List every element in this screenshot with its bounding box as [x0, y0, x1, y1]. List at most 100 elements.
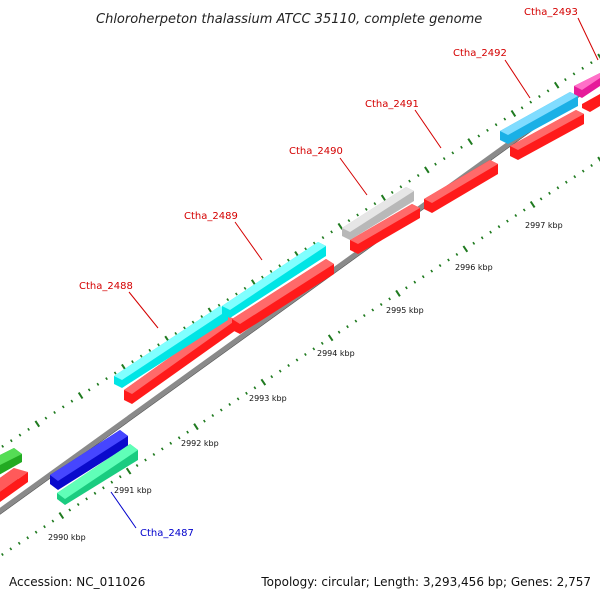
- gene-feature-ctha-2490[interactable]: [342, 187, 414, 240]
- minor-tick: [413, 280, 417, 284]
- label-leaders: [110, 17, 599, 529]
- minor-tick: [26, 536, 30, 540]
- minor-tick: [219, 408, 223, 412]
- minor-tick: [110, 480, 114, 484]
- minor-tick: [451, 151, 455, 155]
- minor-tick: [373, 202, 377, 206]
- minor-tick: [261, 275, 264, 279]
- minor-tick: [421, 275, 425, 279]
- minor-tick: [87, 388, 91, 392]
- minor-tick: [438, 264, 442, 268]
- minor-tick: [556, 186, 560, 190]
- minor-tick: [472, 241, 476, 245]
- minor-tick: [34, 530, 38, 534]
- minor-tick: [102, 486, 105, 490]
- minor-tick: [546, 89, 550, 93]
- major-tick: [327, 334, 334, 342]
- minor-tick: [105, 377, 108, 381]
- minor-tick: [211, 414, 215, 418]
- minor-tick: [191, 320, 195, 324]
- gene-label[interactable]: Ctha_2493: [524, 7, 578, 18]
- gene-feature-green[interactable]: [0, 448, 22, 480]
- gene-label[interactable]: Ctha_2492: [453, 48, 507, 59]
- minor-tick: [503, 117, 507, 121]
- minor-tick: [93, 491, 97, 495]
- minor-tick: [235, 292, 238, 296]
- major-tick: [34, 420, 41, 428]
- minor-tick: [144, 458, 147, 462]
- gene-label[interactable]: Ctha_2488: [79, 281, 133, 292]
- minor-tick: [27, 427, 30, 431]
- minor-tick: [113, 371, 117, 375]
- gene-labels: Ctha_2487 Ctha_2488 Ctha_2489 Ctha_2490 …: [79, 7, 578, 539]
- cds-feature[interactable]: [0, 468, 28, 506]
- minor-tick: [486, 128, 489, 132]
- minor-tick: [430, 269, 434, 273]
- minor-tick: [581, 169, 585, 173]
- minor-tick: [51, 519, 55, 523]
- minor-tick: [590, 164, 593, 168]
- minor-tick: [312, 347, 316, 351]
- cds-feature[interactable]: [510, 110, 584, 160]
- minor-tick: [287, 364, 290, 368]
- major-tick: [553, 81, 560, 89]
- cds-feature[interactable]: [124, 316, 236, 404]
- minor-tick: [217, 303, 221, 307]
- minor-tick: [157, 343, 160, 347]
- minor-tick: [538, 94, 541, 99]
- minor-tick: [390, 190, 394, 194]
- minor-tick: [321, 236, 325, 240]
- cds-feature[interactable]: [350, 204, 420, 254]
- cds-feature[interactable]: [424, 160, 498, 213]
- minor-tick: [514, 214, 518, 218]
- minor-tick: [581, 66, 585, 70]
- major-tick: [529, 200, 536, 208]
- cds-feature[interactable]: [582, 94, 600, 112]
- minor-tick: [312, 241, 316, 245]
- gene-feature-ctha-2492[interactable]: [500, 92, 578, 144]
- minor-tick: [253, 386, 257, 390]
- minor-tick: [269, 269, 273, 273]
- gene-feature-ctha-2487[interactable]: [57, 444, 138, 505]
- minor-tick: [243, 286, 247, 290]
- cds-feature[interactable]: [232, 259, 334, 334]
- gene-feature-ctha-2493[interactable]: [574, 73, 600, 98]
- major-tick: [597, 156, 600, 162]
- minor-tick: [169, 441, 173, 445]
- minor-tick: [278, 369, 282, 373]
- minor-tick: [61, 405, 65, 409]
- minor-tick: [68, 508, 72, 512]
- minor-tick: [9, 547, 13, 551]
- major-tick: [462, 245, 469, 253]
- minor-tick: [460, 145, 463, 149]
- minor-tick: [564, 78, 567, 82]
- minor-tick: [53, 410, 56, 415]
- minor-tick: [371, 308, 375, 312]
- gene-label[interactable]: Ctha_2487: [140, 528, 194, 539]
- minor-tick: [354, 319, 358, 323]
- minor-tick: [480, 236, 484, 240]
- gene-feature-blue[interactable]: [50, 430, 128, 490]
- minor-tick: [477, 134, 481, 138]
- gene-feature-ctha-2489[interactable]: [222, 242, 326, 318]
- minor-tick: [1, 444, 5, 448]
- gene-label[interactable]: Ctha_2489: [184, 211, 238, 222]
- gene-label[interactable]: Ctha_2491: [365, 99, 419, 110]
- minor-tick: [203, 419, 206, 423]
- minor-tick: [139, 354, 143, 358]
- minor-tick: [520, 106, 524, 110]
- accession-text: Accession: NC_011026: [9, 575, 145, 589]
- minor-tick: [497, 225, 501, 229]
- minor-tick: [85, 497, 88, 501]
- minor-tick: [228, 402, 232, 406]
- minor-tick: [160, 447, 164, 451]
- gene-feature-ctha-2488[interactable]: [114, 306, 228, 388]
- minor-tick: [489, 230, 492, 234]
- minor-tick: [589, 61, 593, 65]
- minor-tick: [320, 341, 324, 345]
- major-tick: [125, 467, 132, 475]
- genome-summary-text: Topology: circular; Length: 3,293,456 bp…: [260, 575, 591, 589]
- gene-label[interactable]: Ctha_2490: [289, 146, 343, 157]
- minor-tick: [455, 252, 459, 256]
